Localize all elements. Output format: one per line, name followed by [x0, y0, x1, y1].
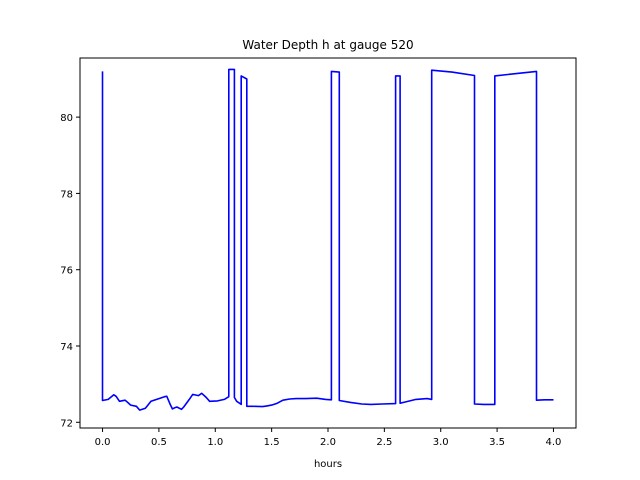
x-tick-label: 0.5: [151, 437, 167, 448]
x-tick-label: 4.0: [546, 437, 562, 448]
series-layer: [101, 68, 554, 411]
x-tick-label: 2.0: [320, 437, 336, 448]
y-tick-label: 76: [60, 266, 73, 277]
y-tick-label: 74: [60, 342, 73, 353]
x-tick-label: 3.5: [489, 437, 505, 448]
plot-area: [80, 58, 576, 428]
x-tick-label: 2.5: [376, 437, 392, 448]
chart-title: Water Depth h at gauge 520: [242, 38, 413, 52]
x-tick-label: 1.5: [264, 437, 280, 448]
y-tick-label: 80: [60, 113, 73, 124]
y-tick-label: 78: [60, 189, 73, 200]
y-ticks: 72 74 76 78 80: [60, 113, 80, 429]
y-tick-label: 72: [60, 418, 73, 429]
x-tick-label: 3.0: [433, 437, 449, 448]
x-ticks: 0.0 0.5 1.0 1.5 2.0 2.5 3.0 3.5 4.0: [95, 428, 562, 448]
x-tick-label: 1.0: [207, 437, 223, 448]
series-line: [101, 68, 554, 411]
x-tick-label: 0.0: [95, 437, 111, 448]
x-axis-label: hours: [314, 459, 342, 470]
